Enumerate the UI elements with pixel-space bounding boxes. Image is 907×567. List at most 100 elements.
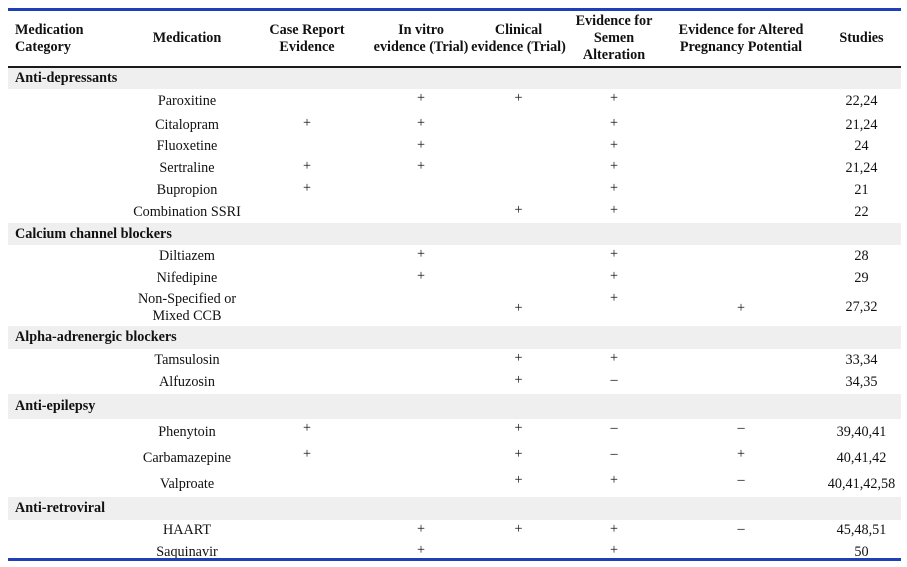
pregnancy-cell	[660, 267, 822, 289]
case-cell	[241, 349, 373, 371]
studies-cell: 22,24	[845, 93, 878, 109]
category-label: Anti-epilepsy	[8, 394, 901, 419]
pregnancy-cell	[660, 89, 822, 114]
case-cell	[241, 245, 373, 267]
studies-cell: 21	[854, 181, 869, 198]
case-cell	[241, 201, 373, 223]
in-vitro-cell: +	[416, 246, 425, 262]
empty-category-cell	[8, 371, 133, 394]
empty-category-cell	[8, 289, 133, 326]
clinical-cell	[469, 114, 568, 136]
empty-category-cell	[8, 445, 133, 471]
empty-category-cell	[8, 419, 133, 445]
table-row: HAART + + + – 45,48,51	[8, 520, 901, 541]
category-row: Alpha-adrenergic blockers	[8, 326, 901, 349]
studies-cell: 29	[854, 269, 869, 286]
clinical-cell: +	[514, 299, 523, 316]
in-vitro-cell	[373, 419, 469, 445]
semen-cell: +	[609, 350, 618, 366]
in-vitro-cell	[373, 471, 469, 497]
studies-cell: 40,41,42	[836, 449, 887, 466]
header-in-vitro: In vitro evidence (Trial)	[373, 11, 469, 68]
pregnancy-cell: +	[736, 446, 745, 462]
empty-category-cell	[8, 136, 133, 157]
in-vitro-cell: +	[416, 542, 425, 558]
table-row: Saquinavir + +50	[8, 541, 901, 563]
medication-name: Paroxitine	[157, 93, 217, 109]
header-medication: Medication	[133, 11, 241, 68]
in-vitro-cell: +	[416, 158, 425, 174]
clinical-cell: +	[514, 521, 523, 537]
table-row: Tamsulosin + +33,34	[8, 349, 901, 371]
in-vitro-cell: +	[416, 521, 425, 537]
studies-cell: 22	[854, 203, 869, 220]
pregnancy-cell: –	[737, 472, 745, 488]
semen-cell: +	[609, 542, 618, 558]
pregnancy-cell	[660, 179, 822, 201]
medication-evidence-table: Medication Category Medication Case Repo…	[8, 11, 901, 563]
medication-name: Valproate	[159, 475, 215, 492]
semen-cell: +	[609, 472, 618, 488]
clinical-cell: +	[514, 350, 523, 366]
medication-name: Non-Specified or Mixed CCB	[137, 290, 237, 324]
semen-cell: +	[609, 202, 618, 218]
studies-cell: 34,35	[845, 374, 878, 390]
table-row: Carbamazepine + + – +40,41,42	[8, 445, 901, 471]
table-top-rule	[8, 8, 901, 11]
medication-name: Alfuzosin	[159, 374, 215, 390]
medication-name: Nifedipine	[156, 269, 218, 286]
pregnancy-cell	[660, 201, 822, 223]
medication-name: Citalopram	[155, 116, 219, 133]
medication-name: Saquinavir	[156, 543, 218, 560]
studies-cell: 21,24	[845, 159, 878, 176]
empty-category-cell	[8, 245, 133, 267]
semen-cell: +	[609, 246, 618, 262]
clinical-cell: +	[514, 202, 523, 218]
in-vitro-cell	[373, 289, 469, 326]
pregnancy-cell	[660, 136, 822, 157]
studies-cell: 45,48,51	[836, 522, 887, 538]
clinical-cell: +	[514, 446, 523, 462]
case-cell	[241, 471, 373, 497]
medication-name: Carbamazepine	[142, 449, 232, 466]
medication-name: Sertraline	[159, 159, 215, 176]
category-row: Anti-depressants	[8, 67, 901, 89]
pregnancy-cell	[660, 245, 822, 267]
empty-category-cell	[8, 267, 133, 289]
studies-cell: 50	[854, 543, 869, 560]
header-studies: Studies	[822, 11, 901, 68]
header-case-report: Case Report Evidence	[241, 11, 373, 68]
studies-cell: 33,34	[845, 351, 878, 368]
case-cell	[241, 89, 373, 114]
case-cell: +	[302, 115, 311, 131]
semen-cell: –	[610, 372, 618, 388]
studies-cell: 21,24	[845, 116, 878, 133]
clinical-cell	[469, 245, 568, 267]
semen-cell: +	[609, 158, 618, 174]
semen-cell: +	[609, 180, 618, 196]
pregnancy-cell: –	[737, 420, 745, 436]
in-vitro-cell	[373, 371, 469, 394]
empty-category-cell	[8, 520, 133, 541]
case-cell	[241, 520, 373, 541]
table-row: Bupropion + +21	[8, 179, 901, 201]
pregnancy-cell	[660, 114, 822, 136]
in-vitro-cell: +	[416, 268, 425, 284]
case-cell	[241, 136, 373, 157]
empty-category-cell	[8, 157, 133, 179]
table-row: Valproate + + – 40,41,42,58	[8, 471, 901, 497]
empty-category-cell	[8, 179, 133, 201]
case-cell	[241, 289, 373, 326]
table-row: Paroxitine + + +22,24	[8, 89, 901, 114]
in-vitro-cell	[373, 179, 469, 201]
header-row: Medication Category Medication Case Repo…	[8, 11, 901, 68]
category-row: Calcium channel blockers	[8, 223, 901, 245]
semen-cell: +	[609, 290, 618, 306]
header-category: Medication Category	[8, 11, 133, 68]
clinical-cell: +	[514, 372, 523, 388]
empty-category-cell	[8, 349, 133, 371]
category-row: Anti-epilepsy	[8, 394, 901, 419]
pregnancy-cell	[660, 349, 822, 371]
in-vitro-cell	[373, 201, 469, 223]
case-cell: +	[302, 180, 311, 196]
